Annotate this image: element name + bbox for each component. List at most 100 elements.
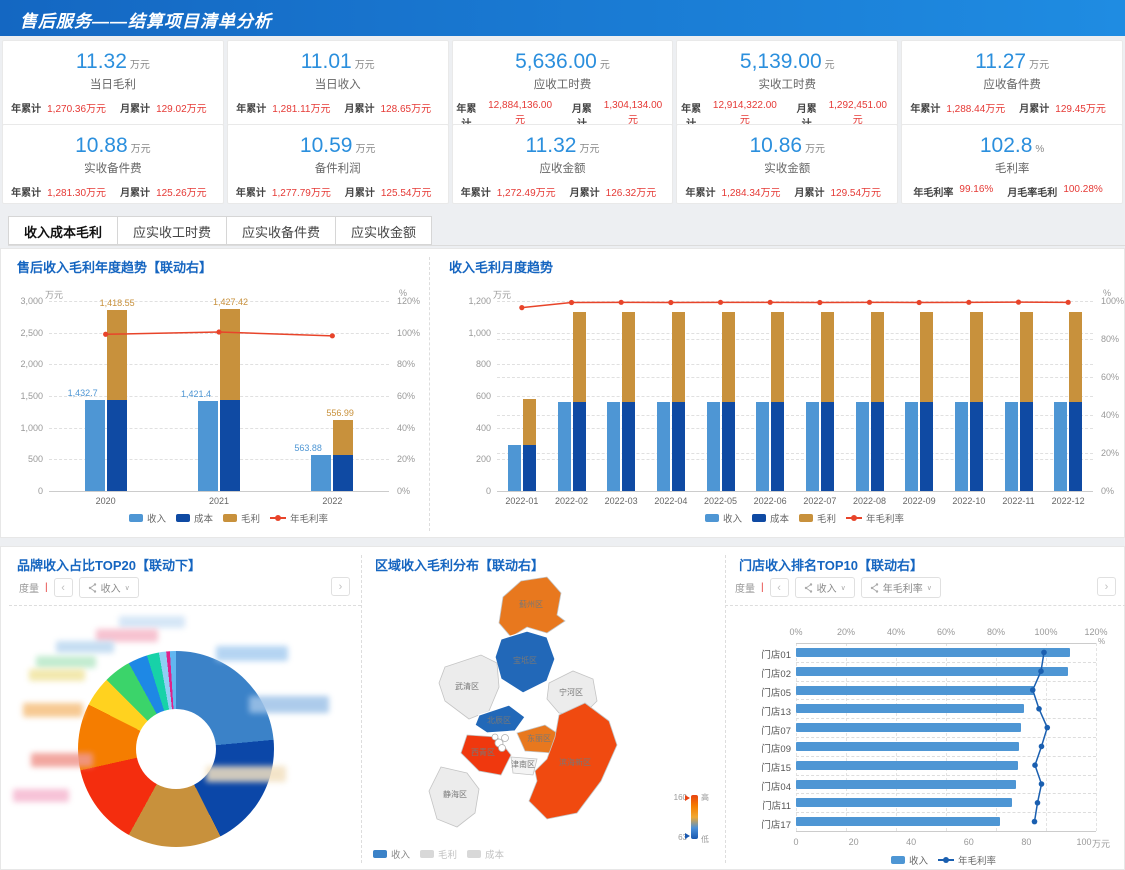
- tab-应实收金额[interactable]: 应实收金额: [335, 216, 433, 245]
- bar-cost-2022-12[interactable]: [1069, 401, 1083, 491]
- bar-cost-2022-11[interactable]: [1019, 401, 1033, 491]
- legend-swatch: [176, 514, 191, 522]
- bar-profit-2021[interactable]: [220, 309, 240, 400]
- map-region-蓟州区[interactable]: [498, 576, 566, 638]
- bar-cost-2022[interactable]: [333, 455, 354, 491]
- map-region-津南区[interactable]: [510, 756, 538, 776]
- bar-income-门店11[interactable]: [796, 798, 1012, 808]
- kpi-value: 11.32: [75, 50, 127, 73]
- bar-cost-2021[interactable]: [220, 399, 240, 491]
- legend-item-成本[interactable]: 成本: [752, 511, 789, 525]
- legend-item-毛利[interactable]: 毛利: [799, 511, 836, 525]
- bar-income-2022-11[interactable]: [1004, 402, 1018, 491]
- map-region-静海区[interactable]: [428, 766, 480, 828]
- map-region-滨海新区[interactable]: [528, 702, 618, 820]
- bar-income-门店07[interactable]: [796, 723, 1021, 733]
- bar-income-门店04[interactable]: [796, 779, 1017, 789]
- bar-income-2022-05[interactable]: [706, 402, 720, 491]
- bar-profit-2020[interactable]: [106, 309, 127, 400]
- legend-item-收入[interactable]: 收入: [705, 511, 742, 525]
- kpi-value-row: 10.86 万元: [677, 134, 897, 158]
- bar-income-2022-08[interactable]: [855, 402, 869, 491]
- bar-income-门店13[interactable]: [796, 704, 1024, 714]
- brand-donut-chart[interactable]: [78, 651, 274, 847]
- next-measure-button[interactable]: ›: [331, 577, 350, 596]
- bar-profit-2022-08[interactable]: [870, 311, 884, 402]
- bar-income-门店17[interactable]: [796, 817, 1001, 827]
- bar-income-门店02[interactable]: [796, 666, 1069, 676]
- bar-cost-2022-09[interactable]: [920, 401, 934, 491]
- tab-收入成本毛利[interactable]: 收入成本毛利: [8, 216, 119, 245]
- bar-profit-2022-09[interactable]: [920, 311, 934, 402]
- bar-income-2022-12[interactable]: [1054, 402, 1068, 491]
- bar-income-2022-01[interactable]: [507, 445, 521, 491]
- bar-income-2022-03[interactable]: [607, 402, 621, 491]
- bar-income-2022-07[interactable]: [805, 402, 819, 491]
- legend-item-毛利[interactable]: 毛利: [223, 511, 260, 525]
- bar-profit-2022-04[interactable]: [671, 311, 685, 402]
- bar-income-2022-02[interactable]: [557, 402, 571, 491]
- bar-cost-2022-07[interactable]: [820, 401, 834, 491]
- row-separator: [796, 661, 1096, 663]
- bar-income-2022-10[interactable]: [954, 402, 968, 491]
- bar-income-2022-04[interactable]: [656, 402, 670, 491]
- bar-cost-2022-02[interactable]: [572, 401, 586, 491]
- bar-cost-2022-01[interactable]: [522, 445, 536, 491]
- measure-dropdown-收入[interactable]: 收入 ∨: [794, 577, 855, 598]
- bar-profit-2022-02[interactable]: [572, 311, 586, 402]
- legend-item-年毛利率[interactable]: 年毛利率: [846, 511, 904, 525]
- measure-dropdown-年毛利率[interactable]: 年毛利率 ∨: [860, 577, 941, 598]
- bar-profit-2022-01[interactable]: [522, 398, 536, 446]
- map-city-core-district[interactable]: [498, 744, 506, 752]
- bar-income-2021[interactable]: [198, 400, 218, 491]
- map-region-武清区[interactable]: [438, 654, 500, 720]
- bar-cost-2022-08[interactable]: [870, 401, 884, 491]
- bar-cost-2022-10[interactable]: [969, 401, 983, 491]
- map-city-core-district[interactable]: [501, 734, 509, 742]
- bar-profit-2022-03[interactable]: [622, 311, 636, 402]
- kpi-stat2-label: 月累计: [120, 104, 151, 115]
- bar-cost-2022-05[interactable]: [721, 401, 735, 491]
- bar-cost-2022-04[interactable]: [671, 401, 685, 491]
- measure-dropdown-label: 收入: [100, 584, 121, 595]
- bar-cost-2022-03[interactable]: [622, 401, 636, 491]
- bar-income-2022[interactable]: [311, 455, 332, 491]
- tab-应实收工时费[interactable]: 应实收工时费: [117, 216, 228, 245]
- region-map-title: 区域收入毛利分布【联动右】: [375, 558, 545, 573]
- bar-profit-2022-06[interactable]: [771, 311, 785, 402]
- legend-item-成本[interactable]: 成本: [176, 511, 213, 525]
- next-measure-button[interactable]: ›: [1097, 577, 1116, 596]
- bar-profit-2022-07[interactable]: [820, 311, 834, 402]
- legend-item-年毛利率[interactable]: 年毛利率: [270, 511, 328, 525]
- bar-income-门店15[interactable]: [796, 760, 1018, 770]
- map-region-北辰区[interactable]: [474, 704, 526, 734]
- bar-profit-2022-12[interactable]: [1069, 311, 1083, 402]
- bar-profit-2022-05[interactable]: [721, 311, 735, 402]
- bar-profit-2022-11[interactable]: [1019, 311, 1033, 402]
- bar-profit-2022[interactable]: [333, 419, 354, 456]
- legend-item-毛利[interactable]: 毛利: [420, 847, 457, 861]
- legend-item-收入[interactable]: 收入: [129, 511, 166, 525]
- prev-measure-button[interactable]: ‹: [769, 578, 789, 597]
- bar-profit-2022-10[interactable]: [969, 311, 983, 402]
- legend-item-收入[interactable]: 收入: [373, 847, 410, 861]
- measure-dropdown-收入[interactable]: 收入 ∨: [78, 577, 139, 598]
- bar-income-门店01[interactable]: [796, 647, 1070, 657]
- bar-income-2022-06[interactable]: [756, 402, 770, 491]
- legend-item-收入[interactable]: 收入: [891, 853, 928, 867]
- tab-应实收备件费[interactable]: 应实收备件费: [226, 216, 337, 245]
- bottom-charts-panel: 品牌收入占比TOP20【联动下】 度量 | ‹ 收入 ∨ › 区域收入毛利分布【联动右】 …: [0, 546, 1125, 870]
- bar-income-2022-09[interactable]: [905, 402, 919, 491]
- legend-item-成本[interactable]: 成本: [467, 847, 504, 861]
- bar-cost-2022-06[interactable]: [771, 401, 785, 491]
- legend-item-年毛利率[interactable]: 年毛利率: [938, 853, 996, 867]
- bar-value-label-income: 563.88: [294, 443, 322, 454]
- prev-measure-button[interactable]: ‹: [53, 578, 73, 597]
- y-axis-tick-right: 20%: [397, 454, 416, 465]
- map-city-core-district[interactable]: [491, 733, 499, 741]
- bar-income-门店05[interactable]: [796, 685, 1034, 695]
- bar-cost-2020[interactable]: [106, 399, 127, 491]
- bar-income-门店09[interactable]: [796, 741, 1020, 751]
- bar-income-2020[interactable]: [84, 400, 105, 491]
